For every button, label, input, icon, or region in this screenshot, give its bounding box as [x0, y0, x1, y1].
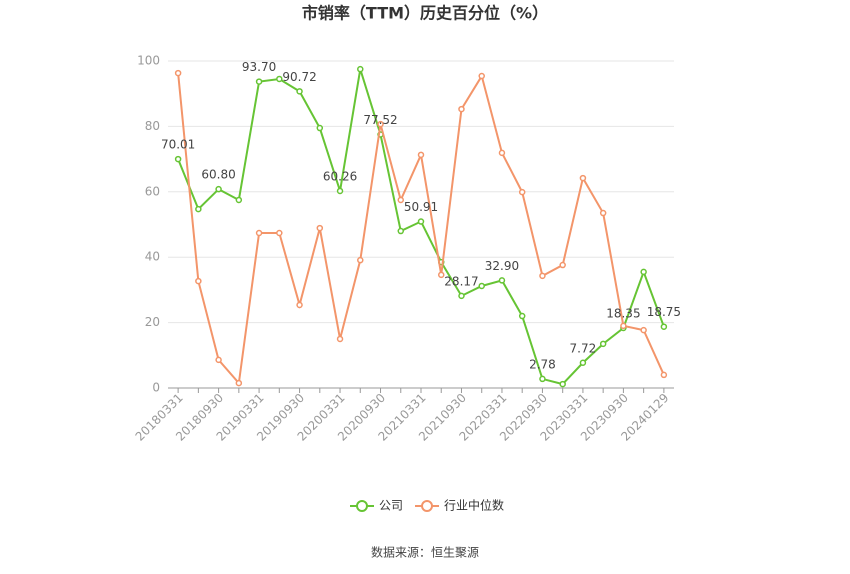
data-label: 70.01 — [161, 138, 195, 152]
data-label: 7.72 — [570, 341, 597, 355]
point — [255, 229, 263, 237]
y-tick-label: 60 — [145, 184, 160, 198]
point — [316, 224, 324, 232]
y-tick-label: 80 — [145, 119, 160, 133]
point — [498, 277, 506, 284]
data-label: 93.70 — [242, 60, 276, 74]
y-tick-label: 40 — [145, 250, 160, 264]
point — [255, 78, 263, 85]
point — [518, 188, 526, 196]
legend-label: 公司 — [379, 499, 403, 513]
chart-title: 市销率（TTM）历史百分位（%） — [302, 4, 548, 23]
point — [478, 282, 485, 290]
point — [599, 209, 607, 217]
series-line — [177, 73, 665, 386]
point — [195, 205, 202, 213]
point — [397, 227, 405, 235]
point — [215, 356, 222, 364]
point — [174, 155, 182, 163]
point — [458, 105, 465, 113]
point — [620, 322, 627, 330]
legend-marker — [421, 500, 434, 512]
point — [296, 88, 303, 95]
data-label: 77.52 — [363, 113, 397, 127]
point — [336, 335, 344, 343]
data-label: 28.17 — [444, 274, 478, 288]
point — [539, 272, 546, 280]
point — [640, 268, 647, 276]
point — [660, 371, 668, 379]
data-label: 2.78 — [529, 357, 556, 371]
point — [539, 375, 546, 383]
point — [195, 277, 202, 285]
y-tick-label: 100 — [137, 54, 160, 68]
point — [559, 261, 566, 269]
point — [235, 196, 243, 204]
data-label: 60.80 — [201, 168, 235, 182]
point — [458, 292, 465, 300]
point — [357, 256, 364, 264]
point — [276, 229, 283, 237]
point — [377, 120, 384, 128]
point — [316, 124, 324, 132]
point — [235, 379, 243, 387]
point — [336, 187, 344, 195]
point — [518, 312, 526, 320]
point — [478, 72, 485, 80]
point — [579, 359, 587, 367]
point — [397, 196, 405, 204]
data-label: 90.72 — [282, 70, 316, 84]
point — [417, 151, 425, 159]
data-label: 32.90 — [485, 259, 519, 273]
point — [296, 301, 303, 309]
data-label: 60.26 — [323, 169, 357, 183]
legend-label: 行业中位数 — [444, 498, 504, 513]
data-label: 18.75 — [647, 305, 681, 319]
source: 数据来源：恒生聚源 — [371, 545, 479, 560]
point — [599, 340, 607, 348]
point — [559, 380, 566, 388]
point — [498, 149, 506, 157]
point — [417, 218, 425, 225]
y-tick-label: 0 — [152, 381, 160, 395]
data-label: 18.35 — [606, 306, 640, 320]
y-tick-label: 20 — [145, 315, 160, 329]
point — [660, 323, 668, 330]
legend-marker — [356, 500, 368, 512]
point — [357, 65, 364, 73]
point — [215, 185, 222, 193]
point — [579, 174, 587, 182]
series-line — [177, 68, 665, 386]
point — [437, 271, 445, 279]
point — [276, 75, 283, 83]
data-label: 50.91 — [404, 200, 438, 214]
point — [640, 326, 647, 334]
point — [174, 69, 182, 77]
